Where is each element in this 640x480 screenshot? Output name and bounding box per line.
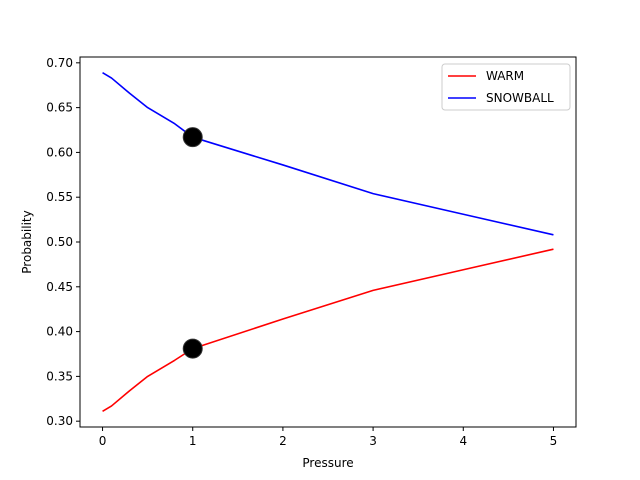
x-tick-label: 4 <box>459 434 467 448</box>
y-axis-label: Probability <box>20 210 34 273</box>
series-line-warm <box>102 248 554 413</box>
x-tick-label: 0 <box>99 434 107 448</box>
x-tick-label: 5 <box>550 434 558 448</box>
legend: WARM SNOWBALL <box>441 63 571 111</box>
series-line-snowball <box>102 71 554 236</box>
legend-label-warm: WARM <box>486 69 524 83</box>
x-tick-label: 2 <box>279 434 287 448</box>
x-axis-label: Pressure <box>302 456 353 470</box>
y-tick-label: 0.55 <box>46 190 73 204</box>
marker-layer <box>182 127 203 359</box>
y-tick-label: 0.40 <box>46 325 73 339</box>
y-tick-label: 0.65 <box>46 101 73 115</box>
y-tick-label: 0.45 <box>46 280 73 294</box>
x-axis-ticks: 0 1 2 3 4 5 <box>99 427 558 448</box>
highlight-marker <box>182 338 203 359</box>
highlight-marker <box>182 127 203 148</box>
y-tick-label: 0.35 <box>46 369 73 383</box>
legend-label-snowball: SNOWBALL <box>486 91 554 105</box>
x-tick-label: 3 <box>369 434 377 448</box>
x-tick-label: 1 <box>189 434 197 448</box>
y-tick-label: 0.30 <box>46 414 73 428</box>
y-tick-label: 0.50 <box>46 235 73 249</box>
y-axis-ticks: 0.30 0.35 0.40 0.45 0.50 0.55 0.60 0.65 0.70 <box>46 56 80 428</box>
y-tick-label: 0.70 <box>46 56 73 70</box>
series-layer <box>102 71 554 413</box>
y-tick-label: 0.60 <box>46 145 73 159</box>
